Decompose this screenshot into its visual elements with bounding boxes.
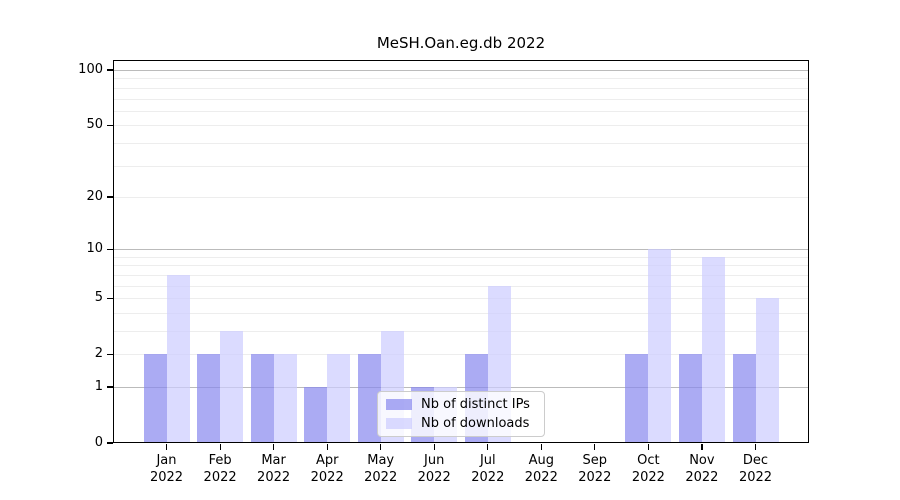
- nb-of-distinct-ips-bar-nov: [678, 354, 702, 443]
- minor-gridline: [114, 298, 808, 300]
- nb-of-distinct-ips-bar-mar: [250, 354, 274, 443]
- nb-of-downloads-bar-apr: [327, 354, 351, 443]
- x-tick-label-may: May 2022: [364, 453, 398, 485]
- major-gridline: [114, 249, 808, 251]
- minor-gridline: [114, 98, 808, 100]
- y-tick-100: [106, 69, 113, 71]
- y-tick-label-20: 20: [86, 188, 103, 204]
- y-tick-label-1: 1: [94, 379, 103, 394]
- major-gridline: [114, 387, 808, 388]
- x-tick-label-apr: Apr 2022: [310, 453, 344, 485]
- legend-label-distinct-ips: Nb of distinct IPs: [421, 397, 530, 412]
- nb-of-downloads-bar-mar: [273, 354, 297, 443]
- minor-gridline: [114, 110, 808, 112]
- nb-of-distinct-ips-bar-jan: [143, 354, 167, 443]
- nb-of-downloads-bar-dec: [755, 298, 779, 443]
- x-tick-label-oct: Oct 2022: [631, 453, 665, 485]
- x-tick-nov: [701, 443, 703, 450]
- x-tick-aug: [540, 443, 542, 450]
- y-tick-2: [106, 353, 113, 355]
- nb-of-downloads-bar-jan: [166, 274, 190, 443]
- x-tick-jan: [165, 443, 168, 450]
- y-tick-label-5: 5: [94, 290, 103, 306]
- x-tick-label-mar: Mar 2022: [257, 453, 291, 485]
- minor-gridline: [114, 142, 808, 144]
- nb-of-distinct-ips-bar-may: [357, 354, 381, 443]
- x-tick-apr: [326, 443, 328, 450]
- nb-of-distinct-ips-bar-dec: [732, 354, 756, 443]
- x-tick-jun: [433, 443, 435, 450]
- x-tick-jul: [487, 443, 489, 450]
- legend-row-distinct-ips: Nb of distinct IPs: [386, 397, 536, 412]
- nb-of-downloads-bar-nov: [701, 256, 725, 443]
- nb-of-downloads-bar-feb: [220, 331, 244, 443]
- minor-gridline: [114, 265, 808, 267]
- legend-label-downloads: Nb of downloads: [421, 416, 530, 431]
- legend-row-downloads: Nb of downloads: [386, 416, 536, 431]
- nb-of-distinct-ips-bar-apr: [304, 387, 328, 443]
- minor-gridline: [114, 165, 808, 167]
- legend: Nb of distinct IPs Nb of downloads: [377, 391, 545, 437]
- minor-gridline: [114, 312, 808, 314]
- x-tick-sep: [594, 443, 596, 450]
- x-tick-oct: [647, 443, 650, 450]
- y-tick-5: [106, 297, 113, 299]
- y-tick-label-10: 10: [86, 241, 103, 257]
- y-tick-label-50: 50: [86, 117, 103, 133]
- minor-gridline: [114, 274, 808, 276]
- x-tick-label-jan: Jan 2022: [149, 453, 184, 485]
- x-tick-label-dec: Dec 2022: [738, 453, 773, 485]
- x-tick-label-nov: Nov 2022: [685, 453, 719, 485]
- x-tick-label-jul: Jul 2022: [471, 453, 505, 485]
- x-tick-dec: [754, 443, 757, 450]
- legend-swatch-downloads: [386, 418, 412, 429]
- y-tick-label-2: 2: [94, 346, 103, 362]
- y-tick-1: [106, 386, 113, 388]
- x-tick-label-jun: Jun 2022: [417, 453, 451, 485]
- y-tick-label-0: 0: [94, 435, 103, 450]
- y-tick-label-100: 100: [78, 62, 103, 77]
- x-tick-label-feb: Feb 2022: [203, 453, 237, 485]
- x-tick-label-sep: Sep 2022: [578, 453, 612, 485]
- minor-gridline: [114, 87, 808, 89]
- nb-of-distinct-ips-bar-feb: [197, 354, 221, 443]
- minor-gridline: [114, 196, 808, 198]
- minor-gridline: [114, 256, 808, 258]
- y-tick-50: [106, 124, 113, 126]
- major-gridline: [114, 70, 808, 71]
- minor-gridline: [114, 125, 808, 127]
- x-tick-may: [380, 443, 382, 450]
- y-tick-0: [106, 442, 113, 444]
- minor-gridline: [114, 78, 808, 80]
- x-tick-mar: [273, 443, 275, 450]
- legend-swatch-distinct-ips: [386, 399, 412, 410]
- x-tick-feb: [219, 443, 221, 450]
- y-tick-10: [106, 248, 113, 250]
- minor-gridline: [114, 354, 808, 356]
- y-tick-20: [106, 196, 113, 198]
- minor-gridline: [114, 285, 808, 287]
- plot-area: [113, 60, 809, 443]
- nb-of-distinct-ips-bar-oct: [625, 354, 649, 443]
- x-tick-label-aug: Aug 2022: [524, 453, 558, 485]
- nb-of-downloads-bar-oct: [648, 249, 672, 443]
- chart-title: MeSH.Oan.eg.db 2022: [376, 34, 546, 52]
- minor-gridline: [114, 331, 808, 332]
